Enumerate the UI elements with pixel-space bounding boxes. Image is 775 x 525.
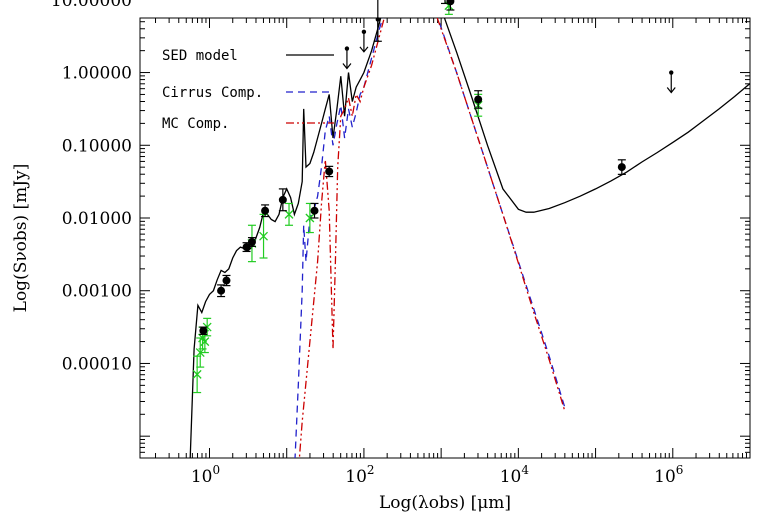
y-tick-label: 10.00000 [51,0,132,11]
data-dot [278,195,287,204]
x-axis-label: Log(λobs) [μm] [379,493,511,513]
observation-dot [617,159,626,175]
x-marker [305,213,315,223]
observation-dot [474,90,483,109]
observation-dot [446,0,455,11]
observation-dot [310,202,319,219]
x-marker [195,348,205,358]
observation-dot [278,188,287,212]
observation-upper-limit [666,70,676,94]
observation-points [192,0,676,394]
x-tick-labels: 100 102 104 106 [191,463,684,487]
legend-label: SED model [162,48,238,64]
observation-dot [325,165,334,178]
data-dot [325,167,334,176]
plot-frame [139,17,751,459]
x-marker [200,337,210,347]
y-tick-label: 0.10000 [62,136,132,156]
x-tick-label: 104 [500,463,530,487]
observation-dot [247,237,256,247]
series-cirrus-comp- [294,18,566,458]
green-observation [305,202,315,234]
observation-arrow [373,0,382,42]
limit-arrowhead [666,87,676,94]
x-marker [259,231,269,241]
axis-ticks [140,18,751,458]
y-tick-label: 0.01000 [62,209,132,229]
data-dot [247,238,256,246]
series-sed-model [189,18,750,458]
observation-upper-limit [359,29,369,53]
x-tick-label: 106 [654,463,683,487]
limit-arrowhead [342,63,352,70]
observation-dot [222,274,231,287]
model-curves [189,18,750,458]
x-tick-label: 100 [191,463,220,487]
green-observation [259,213,269,259]
series-mc-comp- [298,18,566,458]
data-dot [222,276,231,285]
observation-dot [261,204,270,218]
observation-dot [199,326,208,335]
observation-dot [217,284,226,298]
legend: SED model Cirrus Comp. MC Comp. [162,48,334,132]
y-axis-label: Log(Sνobs) [mJy] [11,164,31,313]
data-dot [474,95,483,104]
y-tick-label: 0.00010 [62,354,132,374]
data-dot [242,243,251,252]
limit-dot [361,29,367,35]
observation-upper-limit [342,46,352,70]
data-dot [199,326,208,335]
data-dot [446,0,455,6]
data-dot [217,286,226,295]
y-tick-label: 1.00000 [62,64,132,84]
x-marker [284,209,294,219]
y-tick-labels: 0.00010 0.00100 0.01000 0.10000 1.00000 10.00… [51,0,132,374]
limit-arrowhead [359,46,369,53]
x-tick-label: 102 [345,463,374,487]
green-observation [195,337,205,368]
data-dot [617,163,626,172]
legend-label: Cirrus Comp. [162,85,263,101]
green-observation [284,202,294,226]
data-dot [310,206,319,215]
data-dot [375,17,381,22]
legend-label: MC Comp. [162,116,229,132]
data-dot [261,206,270,215]
y-tick-label: 0.00100 [62,282,132,302]
x-marker [192,369,202,379]
